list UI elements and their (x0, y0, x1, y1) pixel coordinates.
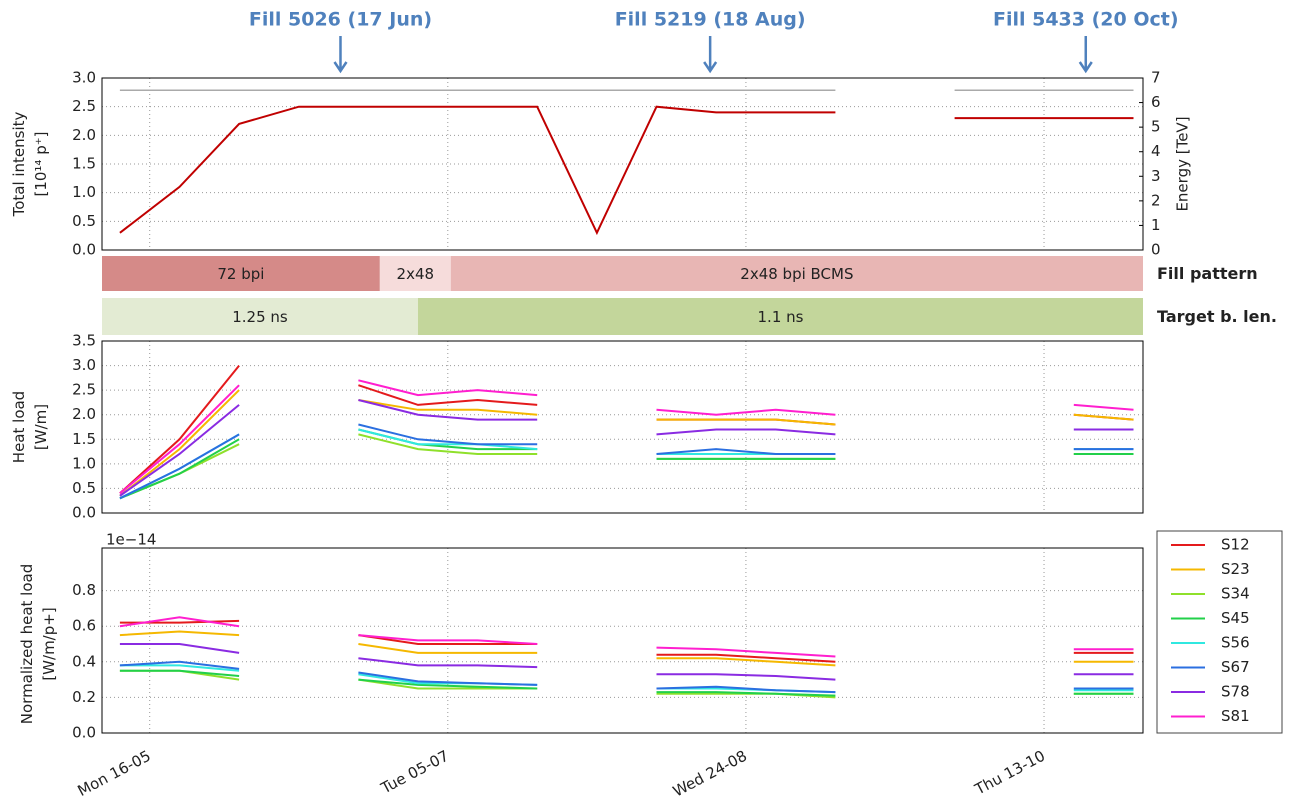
series-line (119, 616, 1134, 658)
y-axis-label: Normalized heat load [W/m/p+] (18, 564, 58, 724)
axis-offset: 1e−14 (106, 531, 156, 549)
y-axis-label-line: Total intensity (10, 111, 28, 217)
band-label: 1.25 ns (232, 308, 288, 326)
plot-frame (101, 340, 1144, 514)
y-tick-label: 2.5 (72, 381, 96, 399)
band-segment (102, 256, 380, 291)
annotation: Fill 5219 (18 Aug) (615, 9, 806, 31)
y-axis-label: Total intensity [10¹⁴ p⁺] (10, 111, 50, 217)
legend-box (1156, 530, 1283, 734)
legend-label: S78 (1221, 683, 1250, 701)
series-line (119, 669, 1134, 697)
y-tick-label: 0.0 (72, 504, 96, 522)
y-tick-label: 0.0 (72, 724, 96, 742)
band-title: Target b. len. (1157, 307, 1277, 326)
plot-area (102, 341, 1143, 513)
series-line (119, 660, 1134, 694)
legend-label: S56 (1221, 634, 1250, 652)
y-tick-label: 2.0 (72, 405, 96, 423)
y-tick-label: 0.5 (72, 479, 96, 497)
y-tick-label: 0.0 (72, 241, 96, 259)
y2-tick-label: 7 (1151, 69, 1161, 87)
y2-tick-label: 6 (1151, 93, 1161, 111)
y-tick-label: 0.6 (72, 617, 96, 635)
series-line (119, 364, 1134, 495)
y-tick-label: 3.0 (72, 69, 96, 87)
y-axis-label-line: [10¹⁴ p⁺] (32, 131, 50, 196)
y-tick-label: 2.5 (72, 97, 96, 115)
legend-label: S81 (1221, 707, 1250, 725)
y2-tick-label: 2 (1151, 191, 1161, 209)
y-tick-label: 0.2 (72, 688, 96, 706)
y-tick-label: 2.0 (72, 126, 96, 144)
legend-label: S12 (1221, 536, 1250, 554)
band-title: Fill pattern (1157, 264, 1258, 283)
legend-label: S45 (1221, 609, 1250, 627)
y-tick-label: 0.5 (72, 212, 96, 230)
y-axis-label: Heat load [W/m] (10, 391, 50, 463)
series-line (119, 643, 1134, 681)
y-tick-label: 1.0 (72, 454, 96, 472)
y-tick-label: 1.5 (72, 430, 96, 448)
y2-tick-label: 0 (1151, 241, 1161, 259)
series-line (119, 423, 1134, 500)
band-segment (102, 298, 418, 335)
band-segment (450, 256, 1143, 291)
legend-label: S34 (1221, 585, 1250, 603)
series-line (119, 399, 1134, 497)
y-axis-label-line: Normalized heat load (18, 564, 36, 724)
series-line (119, 428, 1134, 500)
band-segment (379, 256, 451, 291)
y-tick-label: 1.0 (72, 183, 96, 201)
series-line (119, 389, 1134, 497)
y-axis-label-line: [W/m/p+] (40, 607, 58, 680)
annotation-arrow (1078, 36, 1093, 74)
legend-label: S67 (1221, 658, 1250, 676)
x-tick-label: Thu 13-10 (971, 747, 1048, 799)
x-tick-label: Tue 05-07 (377, 747, 452, 798)
y-tick-label: 0.8 (72, 581, 96, 599)
series-line (119, 379, 1134, 495)
series-line (119, 105, 1134, 236)
y2-tick-label: 1 (1151, 216, 1161, 234)
band-label: 2x48 bpi BCMS (740, 265, 853, 283)
plot-area (102, 548, 1143, 733)
y2-tick-label: 5 (1151, 118, 1161, 136)
y2-tick-label: 3 (1151, 167, 1161, 185)
y-tick-label: 1.5 (72, 155, 96, 173)
y2-tick-label: 4 (1151, 142, 1161, 160)
y-axis-label-line: Heat load (10, 391, 28, 463)
series-line (119, 630, 1134, 667)
legend-label: S23 (1221, 560, 1250, 578)
annotation: Fill 5026 (17 Jun) (249, 9, 432, 31)
band-label: 2x48 (397, 265, 435, 283)
band-segment (417, 298, 1143, 335)
annotation-arrow (333, 36, 348, 74)
annotation-arrow (703, 36, 718, 74)
band-label: 1.1 ns (758, 308, 804, 326)
y-tick-label: 3.5 (72, 332, 96, 350)
x-tick-label: Wed 24-08 (670, 747, 750, 801)
annotation: Fill 5433 (20 Oct) (993, 9, 1179, 31)
band-label: 72 bpi (217, 265, 264, 283)
plot-frame (101, 77, 1144, 251)
plot-frame (101, 547, 1144, 734)
y-tick-label: 0.4 (72, 652, 96, 670)
y2-axis-label: Energy [TeV] (1174, 116, 1192, 211)
x-tick-label: Mon 16-05 (75, 747, 154, 800)
y-tick-label: 3.0 (72, 356, 96, 374)
series-line (119, 619, 1134, 663)
y-axis-label-line: [W/m] (32, 404, 50, 450)
